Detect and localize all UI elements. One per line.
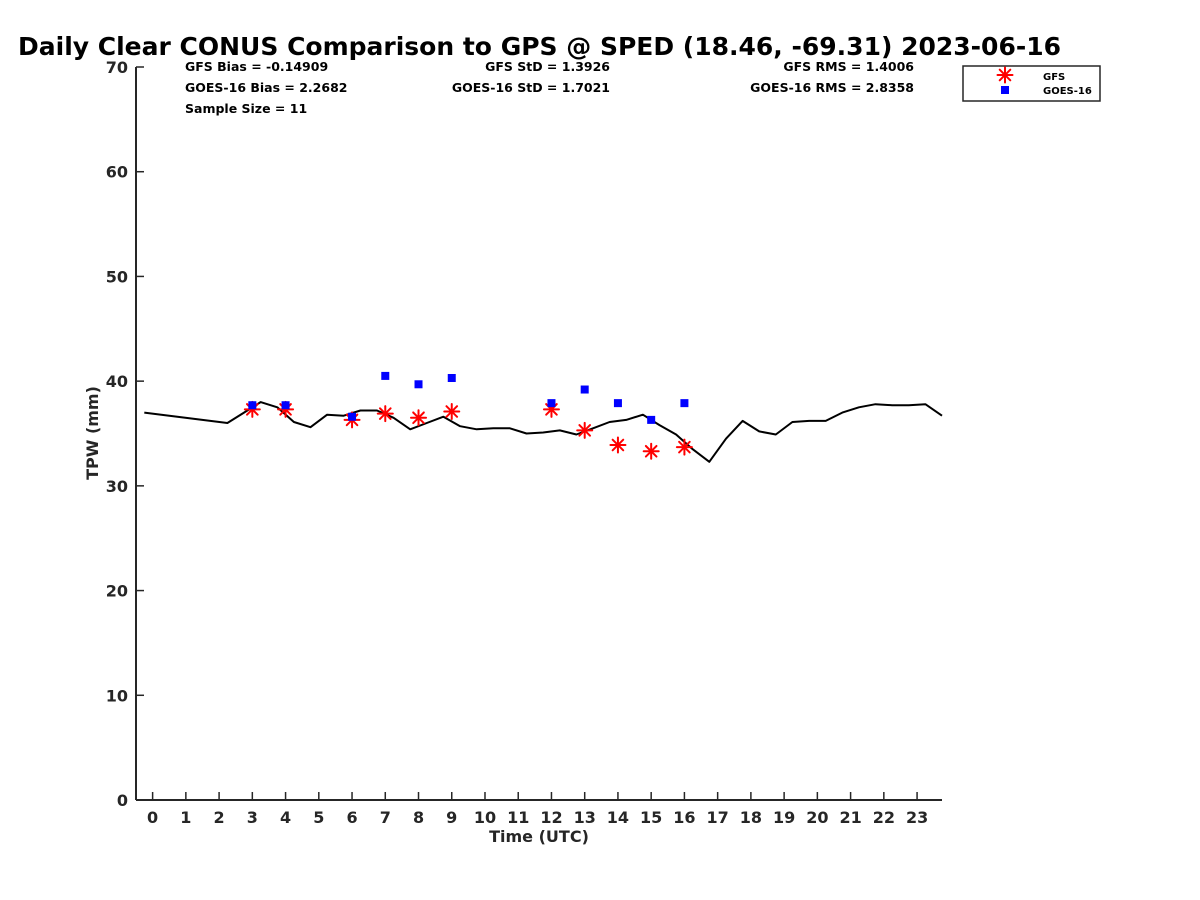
x-tick-label: 12 xyxy=(540,808,562,827)
x-tick-label: 17 xyxy=(707,808,729,827)
x-axis-label: Time (UTC) xyxy=(489,827,589,846)
legend-goes-square-icon xyxy=(1001,86,1009,94)
y-tick-label: 10 xyxy=(106,686,128,705)
x-tick-label: 11 xyxy=(507,808,529,827)
asterisk-stroke xyxy=(644,444,658,458)
x-tick-label: 0 xyxy=(147,808,158,827)
goes-point xyxy=(580,385,589,394)
goes-point xyxy=(248,401,257,410)
goes-point xyxy=(613,399,622,408)
asterisk-stroke xyxy=(378,407,392,420)
y-tick-label: 30 xyxy=(106,477,128,496)
x-tick-label: 7 xyxy=(380,808,391,827)
x-tick-label: 22 xyxy=(873,808,895,827)
stat-gfs-rms: GFS RMS = 1.4006 xyxy=(783,59,914,74)
asterisk-stroke xyxy=(611,438,625,452)
y-tick-label: 70 xyxy=(106,58,128,77)
legend-label-gfs: GFS xyxy=(1043,72,1065,83)
asterisk-stroke xyxy=(445,405,459,418)
x-tick-label: 3 xyxy=(247,808,258,827)
goes-point xyxy=(414,380,423,389)
x-tick-label: 16 xyxy=(673,808,695,827)
legend-gfs-asterisk-icon xyxy=(996,66,1014,84)
gfs-point xyxy=(576,421,594,439)
x-tick-label: 14 xyxy=(607,808,629,827)
x-tick-label: 8 xyxy=(413,808,424,827)
gfs-point xyxy=(609,436,627,454)
x-tick-label: 13 xyxy=(574,808,596,827)
asterisk-stroke xyxy=(578,424,592,437)
goes-point xyxy=(647,415,656,424)
gps-line xyxy=(144,401,943,463)
y-tick-label: 0 xyxy=(117,791,128,810)
x-tick-label: 10 xyxy=(474,808,496,827)
stats-block: GFS Bias = -0.14909 GOES-16 Bias = 2.268… xyxy=(185,59,914,116)
gfs-point xyxy=(642,442,660,460)
legend-box xyxy=(962,65,1101,102)
axes: 0 1 2 3 4 5 6 7 8 9 10 11 12 13 14 15 16 17 18 19 20 21 22 2301… xyxy=(106,58,942,827)
x-tick-label: 6 xyxy=(346,808,357,827)
x-tick-label: 19 xyxy=(773,808,795,827)
y-tick-label: 50 xyxy=(106,267,128,286)
x-tick-label: 20 xyxy=(806,808,828,827)
x-tick-label: 1 xyxy=(180,808,191,827)
gfs-point xyxy=(443,403,461,421)
goes-point xyxy=(680,399,689,408)
x-tick-label: 18 xyxy=(740,808,762,827)
asterisk-stroke xyxy=(412,411,425,425)
stat-goes-bias: GOES-16 Bias = 2.2682 xyxy=(185,80,347,95)
y-axis-label: TPW (mm) xyxy=(83,386,102,480)
stat-gfs-std: GFS StD = 1.3926 xyxy=(485,59,610,74)
x-tick-label: 21 xyxy=(839,808,861,827)
goes-point xyxy=(348,412,357,421)
goes-point xyxy=(547,399,556,408)
chart-title: Daily Clear CONUS Comparison to GPS @ SP… xyxy=(18,32,1061,61)
x-tick-label: 23 xyxy=(906,808,928,827)
gfs-point xyxy=(675,438,693,456)
gfs-point xyxy=(376,405,394,423)
goes-point xyxy=(381,371,390,380)
legend-asterisk xyxy=(996,66,1014,84)
stat-sample-size: Sample Size = 11 xyxy=(185,101,307,116)
x-tick-label: 4 xyxy=(280,808,291,827)
gfs-point xyxy=(410,409,428,427)
x-tick-label: 9 xyxy=(446,808,457,827)
legend: GFS GOES-16 xyxy=(962,65,1101,102)
stat-goes-rms: GOES-16 RMS = 2.8358 xyxy=(750,80,914,95)
goes-point xyxy=(281,401,290,410)
stat-goes-std: GOES-16 StD = 1.7021 xyxy=(452,80,610,95)
asterisk-stroke xyxy=(998,68,1012,82)
x-tick-label: 15 xyxy=(640,808,662,827)
legend-label-goes: GOES-16 xyxy=(1043,86,1092,97)
y-tick-label: 40 xyxy=(106,372,128,391)
stat-gfs-bias: GFS Bias = -0.14909 xyxy=(185,59,328,74)
asterisk-stroke xyxy=(678,440,691,454)
marker-series xyxy=(243,371,693,460)
goes-point xyxy=(447,374,456,383)
y-tick-label: 20 xyxy=(106,582,128,601)
gps-series xyxy=(144,401,943,463)
x-tick-label: 5 xyxy=(313,808,324,827)
x-tick-label: 2 xyxy=(214,808,225,827)
y-tick-label: 60 xyxy=(106,163,128,182)
